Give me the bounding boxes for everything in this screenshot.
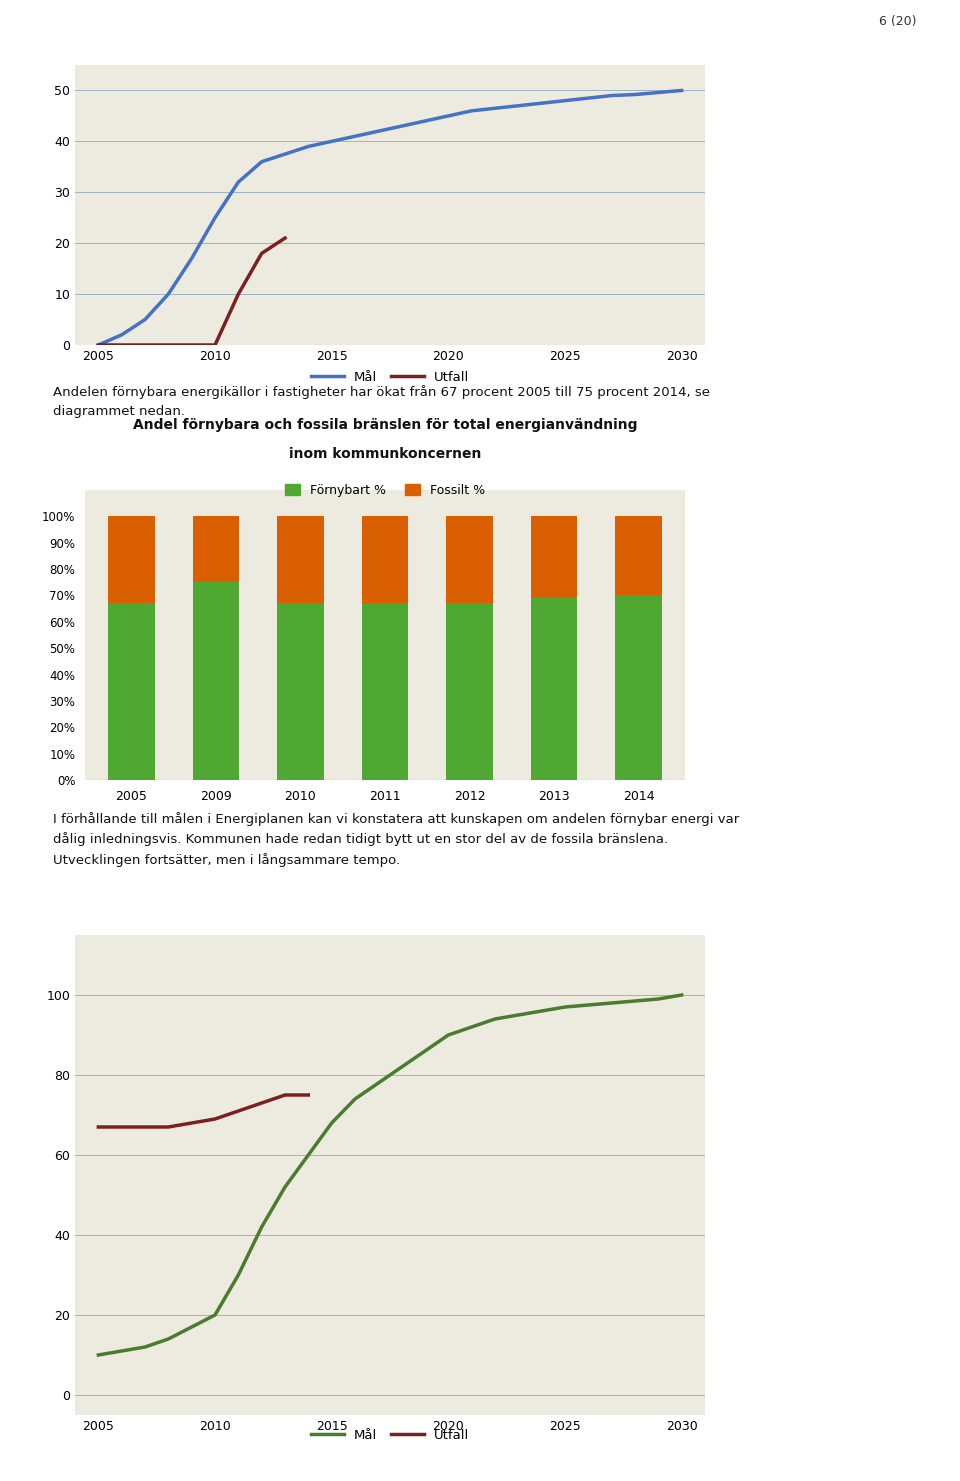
- Bar: [531, 598, 577, 780]
- Bar: [108, 603, 155, 780]
- Bar: [362, 603, 408, 780]
- Bar: [108, 517, 155, 603]
- Legend: Mål, Utfall: Mål, Utfall: [305, 1423, 474, 1447]
- Text: I förhållande till målen i Energiplanen kan vi konstatera att kunskapen om andel: I förhållande till målen i Energiplanen …: [53, 812, 739, 866]
- Bar: [193, 517, 239, 582]
- Bar: [531, 517, 577, 598]
- Text: 6 (20): 6 (20): [879, 15, 917, 28]
- Text: Andelen förnybara energikällor i fastigheter har ökat från 67 procent 2005 till : Andelen förnybara energikällor i fastigh…: [53, 385, 709, 418]
- Bar: [277, 517, 324, 603]
- Bar: [615, 517, 661, 595]
- Legend: Mål, Utfall: Mål, Utfall: [305, 366, 474, 390]
- Text: Andel förnybara och fossila bränslen för total energianvändning: Andel förnybara och fossila bränslen för…: [132, 418, 637, 432]
- Bar: [615, 595, 661, 780]
- Text: inom kommunkoncernen: inom kommunkoncernen: [289, 447, 481, 461]
- Bar: [362, 517, 408, 603]
- Legend: Förnybart %, Fossilt %: Förnybart %, Fossilt %: [280, 478, 490, 502]
- Bar: [193, 582, 239, 780]
- Bar: [446, 517, 492, 603]
- Bar: [446, 603, 492, 780]
- Bar: [277, 603, 324, 780]
